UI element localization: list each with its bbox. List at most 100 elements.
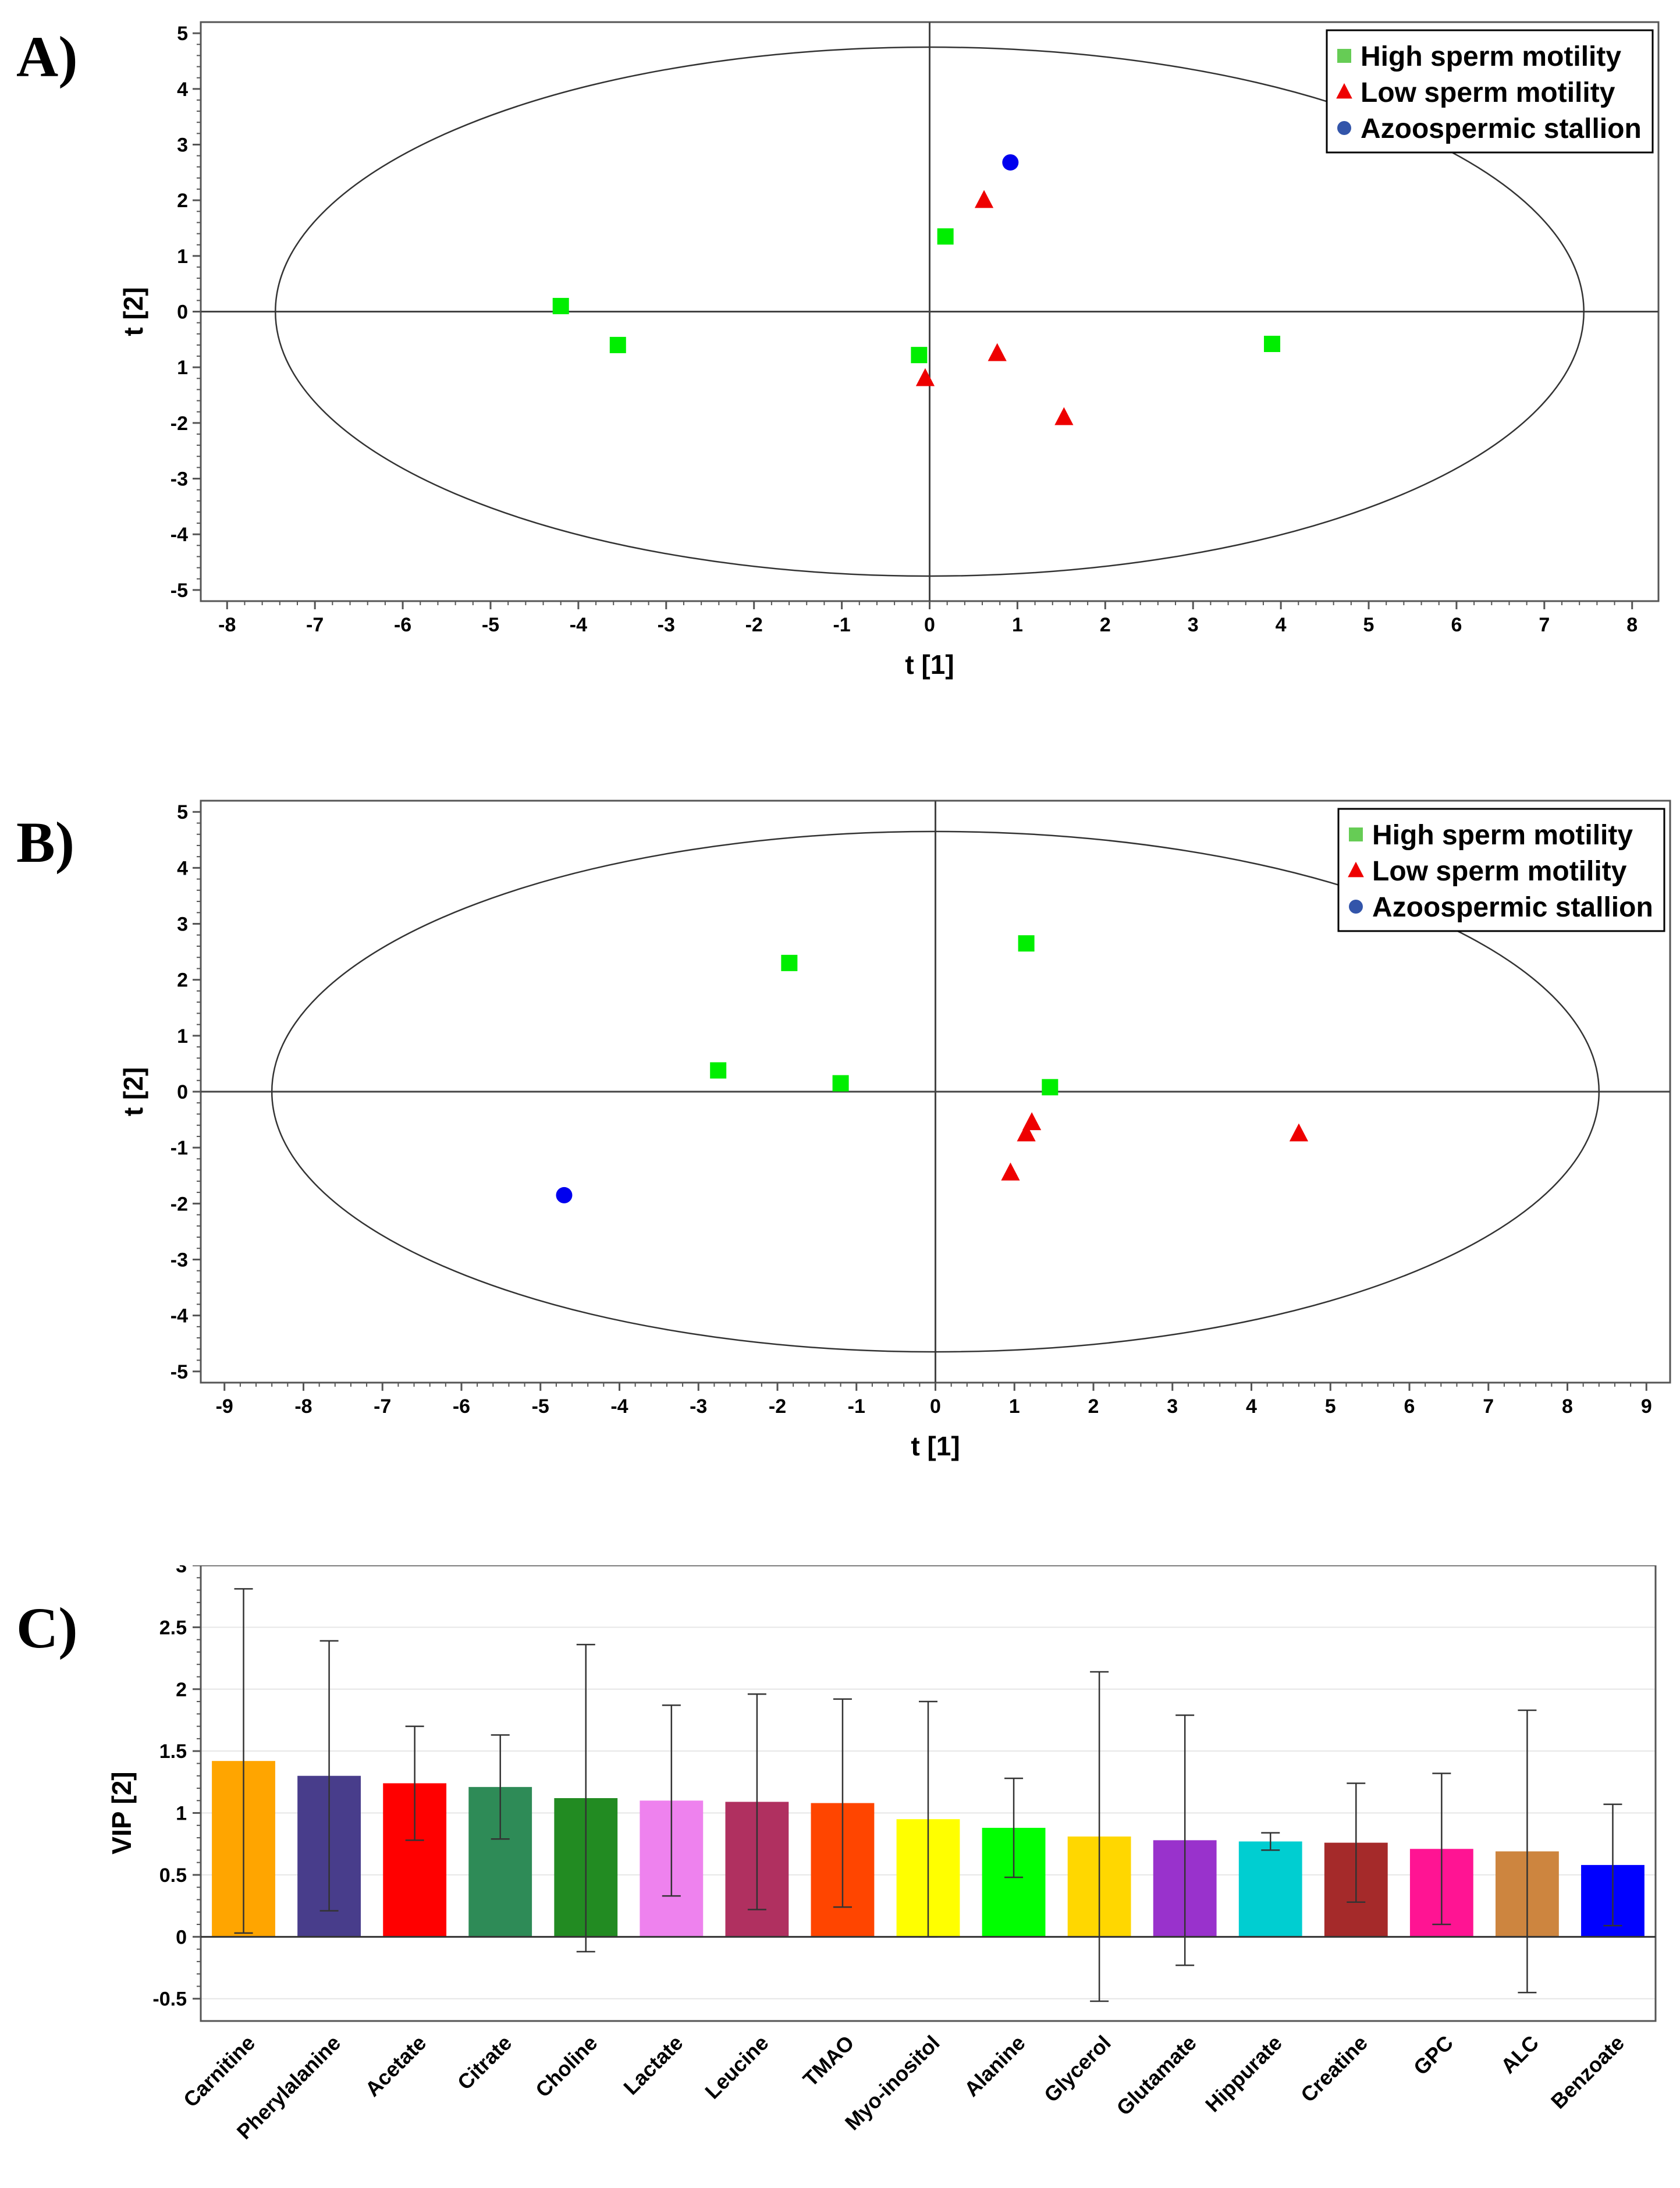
b-y-tick-label: -2: [171, 1193, 188, 1215]
a-point-triangle: [974, 190, 994, 208]
a-x-tick-label: 5: [1363, 614, 1374, 636]
a-legend-label: Low sperm motility: [1361, 77, 1615, 108]
c-category-label: Hippurate: [1200, 2031, 1287, 2117]
b-confidence-ellipse: [271, 830, 1600, 1353]
a-x-tick-label: -7: [306, 614, 324, 636]
a-x-tick-label: -4: [570, 614, 587, 636]
a-x-tick-label: 7: [1539, 614, 1550, 636]
b-x-tick-label: -8: [294, 1395, 312, 1418]
b-x-tick-label: 1: [1009, 1395, 1020, 1418]
c-y-axis-title: VIP [2]: [106, 1771, 137, 1854]
c-y-tick-label: 2: [176, 1679, 187, 1701]
b-x-tick-label: -2: [769, 1395, 786, 1418]
a-x-tick-label: 0: [924, 614, 935, 636]
c-category-label: GPC: [1409, 2031, 1458, 2080]
b-x-tick-label: -9: [216, 1395, 233, 1418]
a-y-axis-title: t [2]: [118, 287, 148, 336]
a-x-tick-label: -3: [658, 614, 675, 636]
b-y-tick-label: 4: [177, 857, 188, 879]
c-category-label: Glutamate: [1111, 2031, 1200, 2120]
a-point-square: [937, 228, 954, 245]
c-category-label: Glycerol: [1039, 2031, 1116, 2107]
b-legend-box: [1337, 808, 1665, 932]
b-point-square: [832, 1075, 849, 1092]
c-category-label: Acetate: [360, 2031, 431, 2101]
panel-b-letter: B): [16, 810, 74, 875]
b-y-tick-label: 2: [177, 969, 188, 992]
a-legend-marker: [1336, 83, 1352, 99]
a-y-tick-label: 1: [177, 246, 188, 268]
a-x-tick-label: -6: [394, 614, 411, 636]
a-point-triangle: [1054, 407, 1074, 425]
b-x-tick-label: 3: [1167, 1395, 1178, 1418]
a-point-square: [1264, 335, 1281, 352]
b-y-tick-label: 3: [177, 914, 188, 936]
c-y-tick-label: 1: [176, 1803, 187, 1825]
a-x-tick-label: -1: [833, 614, 850, 636]
a-legend-label: Azoospermic stallion: [1361, 113, 1642, 144]
b-point-square: [781, 954, 798, 971]
panel-a-letter: A): [16, 24, 78, 89]
c-category-label: TMAO: [798, 2031, 859, 2091]
b-point-circle: [556, 1187, 573, 1203]
c-category-label: Creatine: [1296, 2031, 1372, 2107]
panel-c-letter: C): [16, 1596, 78, 1660]
b-point-triangle: [1017, 1123, 1036, 1142]
c-y-tick-label: -0.5: [152, 1988, 187, 2011]
b-point-triangle: [1289, 1123, 1309, 1142]
b-x-tick-label: -7: [374, 1395, 391, 1418]
b-y-tick-label: 5: [177, 801, 188, 823]
a-y-tick-label: 2: [177, 190, 188, 212]
a-x-tick-label: -8: [218, 614, 236, 636]
score-plot-b: -9 -8 -7 -6 -5 -4 -3 -2 -1 0 1 2 3 4 5 6 7 8 9 5 4 3 2 1 0 -1 -2 -3…: [118, 800, 1671, 1461]
c-category-label: Alanine: [960, 2031, 1030, 2101]
a-point-square: [911, 347, 928, 364]
a-x-tick-label: -2: [745, 614, 763, 636]
b-x-tick-label: 7: [1483, 1395, 1494, 1418]
b-y-tick-label: -1: [171, 1137, 188, 1159]
b-x-tick-label: -1: [848, 1395, 865, 1418]
a-x-tick-label: 8: [1626, 614, 1638, 636]
b-legend-marker: [1349, 900, 1363, 914]
b-x-tick-label: 5: [1325, 1395, 1336, 1418]
b-point-triangle: [1001, 1162, 1020, 1181]
b-y-tick-label: -5: [171, 1361, 188, 1383]
a-point-triangle: [915, 368, 935, 386]
a-y-tick-label: 4: [177, 79, 188, 101]
b-x-tick-label: 9: [1641, 1395, 1652, 1418]
a-confidence-ellipse: [275, 46, 1585, 577]
a-x-tick-label: 3: [1188, 614, 1199, 636]
a-y-tick-label: -3: [171, 468, 188, 491]
a-point-circle: [1002, 154, 1019, 171]
b-x-tick-label: 2: [1088, 1395, 1099, 1418]
b-point-square: [710, 1062, 727, 1079]
c-category-label: Benzoate: [1546, 2031, 1629, 2114]
a-legend-marker: [1337, 49, 1351, 63]
a-legend-marker: [1337, 121, 1351, 135]
a-legend-label: High sperm motility: [1361, 41, 1621, 72]
b-legend-marker: [1348, 861, 1364, 878]
b-y-tick-label: -3: [171, 1249, 188, 1271]
c-category-label: Lactate: [619, 2031, 687, 2100]
c-plot-frame: [200, 1565, 1657, 2022]
b-y-tick-label: 0: [177, 1081, 188, 1103]
b-x-tick-label: 4: [1246, 1395, 1257, 1418]
c-y-tick-label: 0.5: [159, 1864, 187, 1887]
b-x-tick-label: -3: [690, 1395, 707, 1418]
b-legend-label: Azoospermic stallion: [1372, 892, 1653, 923]
a-point-square: [609, 336, 626, 353]
b-x-tick-label: -6: [453, 1395, 470, 1418]
a-x-axis-title: t [1]: [905, 649, 954, 680]
b-x-tick-label: -4: [610, 1395, 628, 1418]
b-point-square: [1042, 1079, 1059, 1096]
a-legend-box: [1326, 29, 1654, 154]
a-y-tick-label: 5: [177, 23, 188, 45]
a-x-tick-label: 1: [1012, 614, 1023, 636]
a-point-triangle: [988, 343, 1007, 361]
c-category-label: ALC: [1496, 2031, 1543, 2078]
c-category-label: Citrate: [453, 2031, 517, 2095]
b-x-tick-label: 0: [930, 1395, 941, 1418]
a-x-tick-label: 6: [1451, 614, 1462, 636]
score-plot-a: -8 -7 -6 -5 -4 -3 -2 -1 0 1 2 3 4 5 6 7 8 5 4 3 2 1 0 1 -2 -3 -4 -5…: [118, 21, 1660, 680]
